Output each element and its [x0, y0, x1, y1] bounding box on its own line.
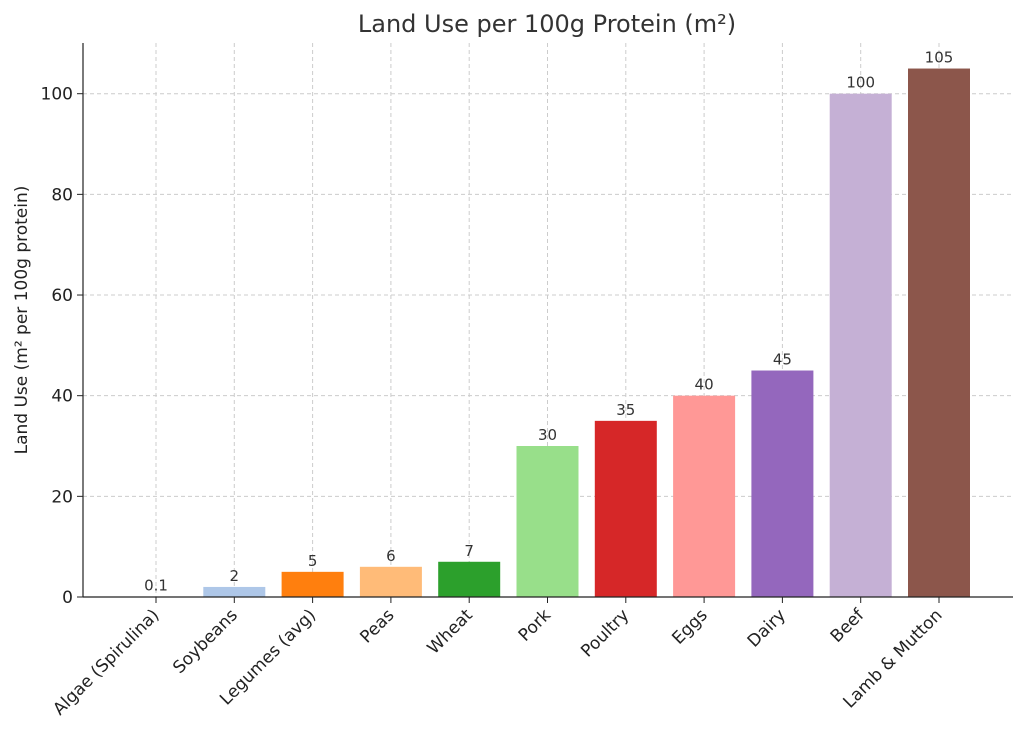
bar — [359, 566, 422, 597]
bar — [281, 571, 344, 597]
x-tick-label: Dairy — [744, 605, 790, 651]
value-label: 35 — [616, 401, 635, 419]
bars — [125, 68, 970, 597]
x-tick-label: Eggs — [668, 605, 711, 648]
y-axis-title: Land Use (m² per 100g protein) — [12, 186, 32, 455]
value-label: 105 — [925, 49, 954, 67]
x-tick-label: Soybeans — [169, 605, 242, 678]
value-labels: 0.1 2 5 6 7 30 35 40 45 100 105 — [144, 49, 953, 595]
value-label: 30 — [538, 426, 557, 444]
bar — [908, 68, 970, 597]
bar — [673, 395, 736, 597]
bar — [594, 420, 657, 597]
value-label: 7 — [464, 542, 474, 560]
value-label: 100 — [846, 74, 875, 92]
value-label: 40 — [695, 376, 714, 394]
x-tick-label: Pork — [515, 605, 555, 645]
y-tick-label: 40 — [51, 387, 73, 407]
bar — [829, 93, 892, 597]
chart-title: Land Use per 100g Protein (m²) — [358, 10, 736, 38]
x-tick-label: Peas — [356, 605, 398, 647]
value-label: 0.1 — [144, 576, 168, 594]
value-label: 6 — [386, 547, 396, 565]
y-tick-label: 0 — [62, 588, 73, 608]
y-tick-label: 60 — [51, 286, 73, 306]
value-label: 2 — [230, 567, 240, 585]
y-tick-label: 80 — [51, 185, 73, 205]
bar — [516, 446, 579, 597]
y-tick-label: 20 — [51, 487, 73, 507]
x-tick-label: Poultry — [577, 605, 633, 661]
x-tick-label: Wheat — [424, 605, 477, 658]
x-tick-label: Algae (Spirulina) — [49, 605, 163, 719]
value-label: 45 — [773, 351, 792, 369]
bar — [203, 586, 266, 597]
bar — [438, 561, 501, 597]
y-tick-label: 100 — [41, 85, 73, 105]
bar — [751, 370, 814, 597]
x-tick-label: Beef — [827, 605, 869, 647]
value-label: 5 — [308, 552, 318, 570]
